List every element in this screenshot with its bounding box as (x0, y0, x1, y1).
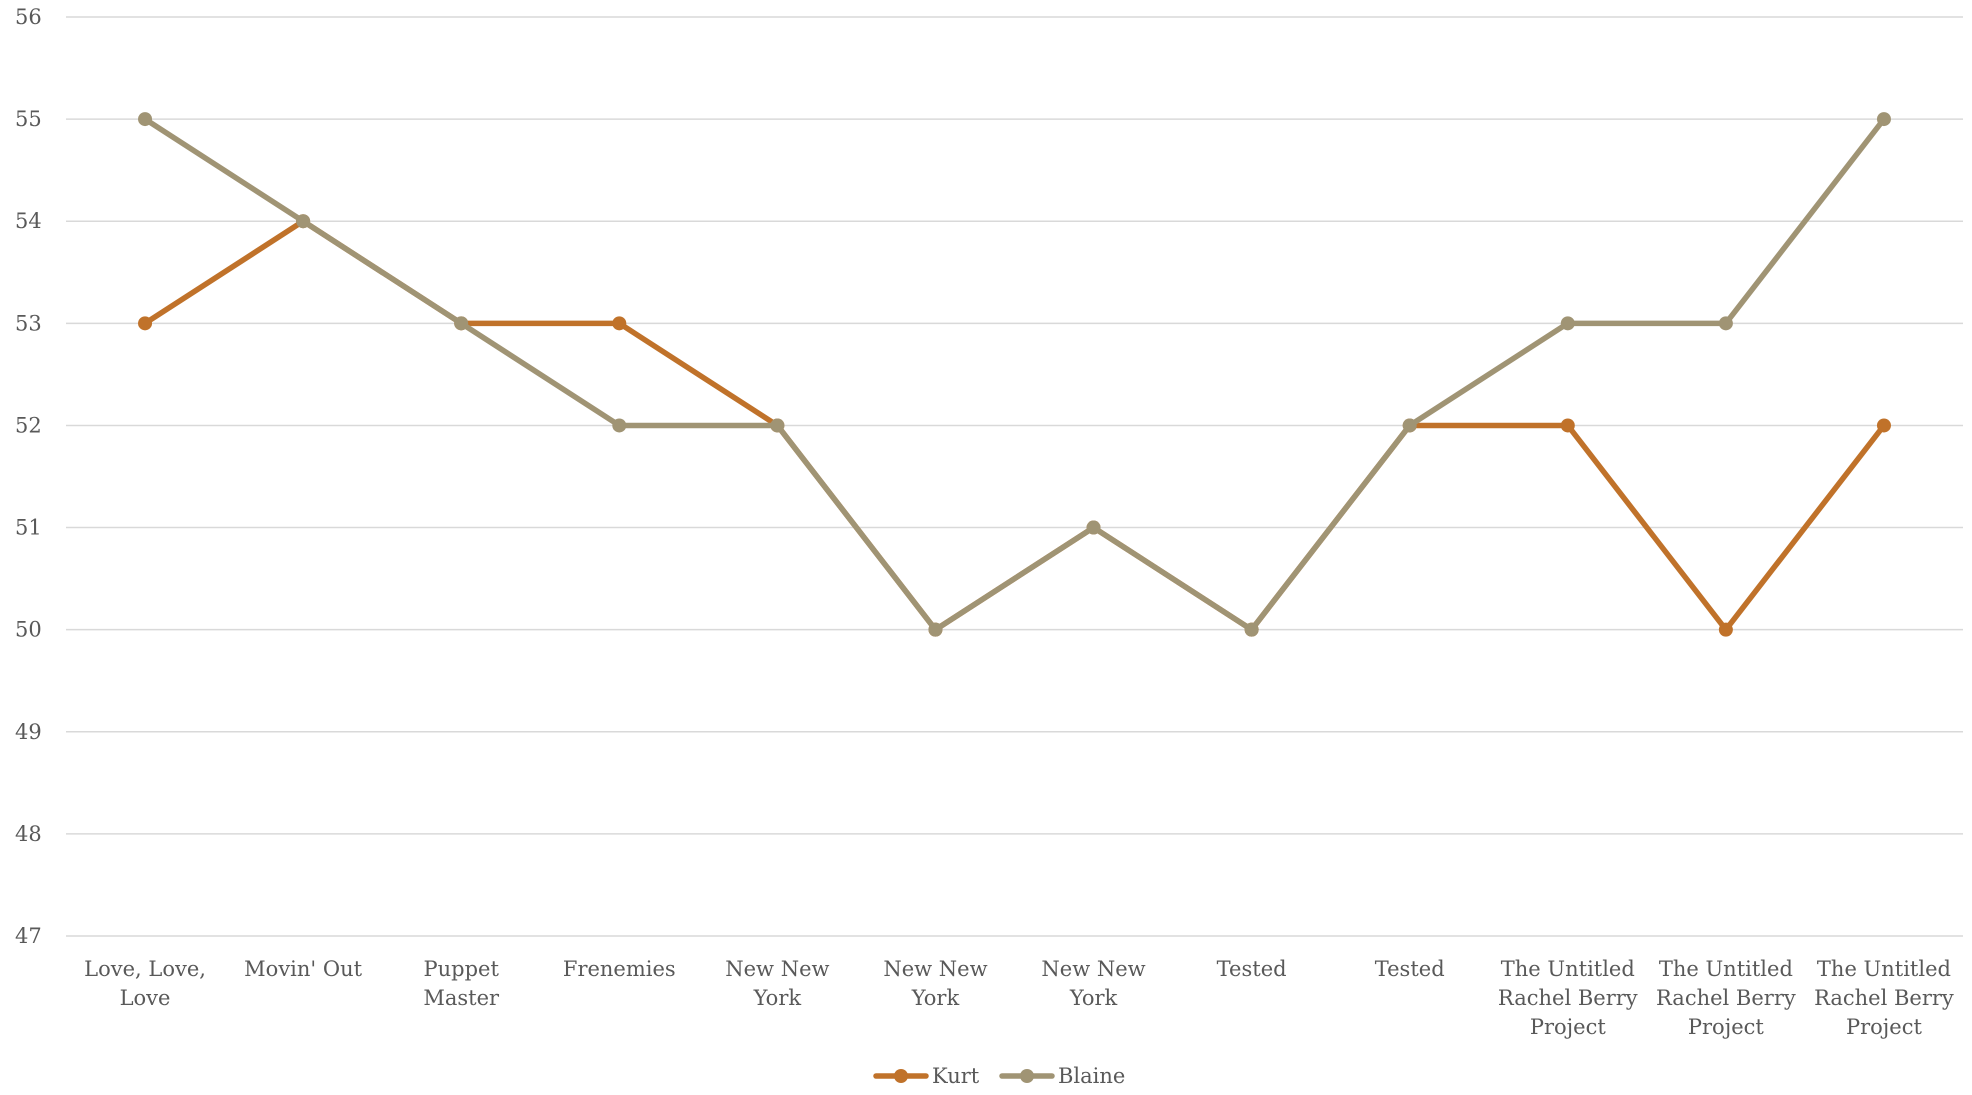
x-tick-label-line: Puppet (423, 957, 499, 981)
x-tick-label: New New York (883, 957, 987, 1010)
x-tick-label-line: Rachel Berry (1498, 986, 1638, 1010)
x-tick-label-line: Tested (1217, 957, 1287, 981)
legend-swatch-marker (894, 1069, 908, 1083)
data-point-blaine (1560, 316, 1575, 331)
x-tick-label-line: Love (120, 986, 171, 1010)
x-tick-label-line: The Untitled (1817, 957, 1951, 981)
x-tick-label: Frenemies (563, 957, 676, 981)
data-point-blaine (454, 316, 469, 331)
y-tick-label: 55 (15, 107, 42, 131)
x-tick-label-line: Movin' Out (244, 957, 362, 981)
data-point-blaine (770, 418, 785, 433)
x-tick-label-line: York (911, 986, 960, 1010)
data-point-blaine (612, 418, 627, 433)
y-tick-label: 51 (15, 516, 42, 540)
x-tick-label-line: Rachel Berry (1656, 986, 1796, 1010)
y-tick-label: 54 (15, 209, 42, 233)
data-point-kurt (612, 316, 627, 331)
x-tick-label-line: Frenemies (563, 957, 676, 981)
x-tick-label-line: Master (423, 986, 500, 1010)
x-axis-ticks: Love, Love, Love Movin' Out Puppet Master Fre… (84, 957, 1954, 1039)
x-tick-label-line: New New (725, 957, 829, 981)
data-point-kurt (1876, 418, 1891, 433)
x-tick-label-line: New New (883, 957, 987, 981)
data-point-blaine (1402, 418, 1417, 433)
y-tick-label: 50 (15, 618, 42, 642)
x-tick-label-line: Love, Love, (84, 957, 206, 981)
legend-item-blaine: Blaine (999, 1064, 1125, 1088)
y-tick-label: 48 (15, 822, 42, 846)
y-tick-label: 52 (15, 413, 42, 437)
data-point-kurt (138, 316, 153, 331)
x-tick-label-line: New New (1041, 957, 1145, 981)
x-tick-label: The Untitled Rachel Berry Project (1498, 957, 1638, 1039)
y-tick-label: 49 (15, 720, 42, 744)
gridlines (66, 16, 1963, 937)
series-blaine (138, 112, 1891, 637)
x-tick-label-line: The Untitled (1659, 957, 1793, 981)
data-point-kurt (1718, 622, 1733, 637)
x-tick-label-line: York (1069, 986, 1118, 1010)
legend-item-kurt: Kurt (873, 1064, 980, 1088)
y-tick-label: 56 (15, 5, 42, 29)
legend-label: Blaine (1058, 1064, 1125, 1088)
x-tick-label-line: Project (1846, 1015, 1923, 1039)
data-point-blaine (296, 214, 311, 229)
x-tick-label-line: York (753, 986, 802, 1010)
y-axis-ticks: 47 48 49 50 51 52 53 54 55 56 (15, 5, 42, 948)
data-point-blaine (1244, 622, 1259, 637)
x-tick-label-line: Project (1530, 1015, 1607, 1039)
x-tick-label: Puppet Master (423, 957, 500, 1010)
y-tick-label: 53 (15, 311, 42, 335)
data-point-kurt (1560, 418, 1575, 433)
legend: Kurt Blaine (873, 1064, 1125, 1088)
x-tick-label: The Untitled Rachel Berry Project (1656, 957, 1796, 1039)
data-point-blaine (1718, 316, 1733, 331)
series-line-blaine (142, 116, 1887, 633)
data-point-blaine (138, 112, 153, 127)
x-tick-label: New New York (725, 957, 829, 1010)
data-point-blaine (928, 622, 943, 637)
x-tick-label-line: The Untitled (1501, 957, 1635, 981)
x-tick-label: Movin' Out (244, 957, 362, 981)
series-lines (138, 112, 1891, 637)
x-tick-label: Tested (1217, 957, 1287, 981)
x-tick-label: New New York (1041, 957, 1145, 1010)
x-tick-label-line: Rachel Berry (1814, 986, 1954, 1010)
x-tick-label: Love, Love, Love (84, 957, 206, 1010)
legend-label: Kurt (932, 1064, 980, 1088)
data-point-blaine (1876, 112, 1891, 127)
legend-swatch-marker (1020, 1069, 1034, 1083)
data-point-blaine (1086, 520, 1101, 535)
x-tick-label: Tested (1375, 957, 1445, 981)
x-tick-label-line: Tested (1375, 957, 1445, 981)
x-tick-label: The Untitled Rachel Berry Project (1814, 957, 1954, 1039)
x-tick-label-line: Project (1688, 1015, 1765, 1039)
y-tick-label: 47 (15, 924, 42, 948)
